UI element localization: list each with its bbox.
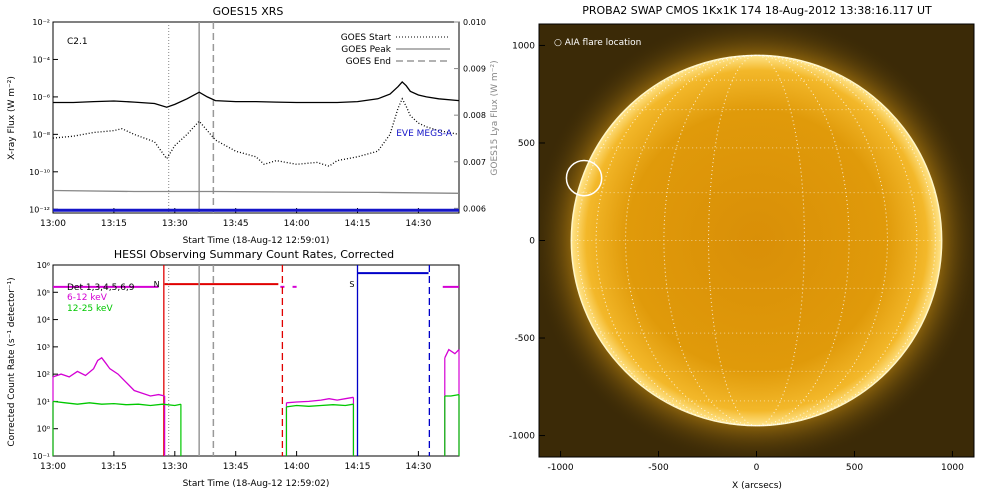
- hessi-y-tick-label: 10⁶: [37, 261, 50, 270]
- goes-x-tick-label: 13:00: [40, 219, 66, 229]
- hessi-y-tick-label: 10⁴: [37, 316, 50, 325]
- solar-longitude-line: [708, 54, 805, 427]
- aia-flare-location-circle: [565, 159, 603, 197]
- goes-y-tick-label: 10⁻²: [32, 18, 50, 27]
- legend-label-goes-peak: GOES Peak: [341, 45, 391, 55]
- goes-x-tick-label: 14:15: [345, 219, 371, 229]
- legend-label-goes-start: GOES Start: [341, 33, 392, 43]
- swap-y-tick-label: 0: [529, 237, 535, 247]
- hessi-legend: Det 1,3,4,5,6,9 6-12 keV 12-25 keV: [67, 283, 135, 314]
- legend-label-eve-megs-a: EVE MEGS-A: [396, 129, 453, 139]
- hessi-y-tick-label: 10⁵: [37, 288, 50, 297]
- solar-longitude-line: [625, 54, 888, 427]
- goes-y-axis-label: X-ray Flux (W m⁻²): [7, 76, 17, 160]
- swap-y-tick-label: 1000: [512, 41, 535, 51]
- hessi-x-tick-label: 14:00: [284, 462, 310, 472]
- swap-title: PROBA2 SWAP CMOS 1Kx1K 174 18-Aug-2012 1…: [582, 4, 932, 17]
- hessi-series-line-1: [286, 396, 354, 404]
- hessi-marker-label: S: [349, 280, 354, 289]
- legend-label-6-12-kev: 6-12 keV: [67, 293, 108, 303]
- goes-y-tick-label: 10⁻⁶: [32, 93, 50, 102]
- goes-y2-tick-label: 0.010: [463, 18, 486, 27]
- goes-xrs-chart: GOES15 XRS C2.1 X-ray Flux (W m⁻²) GOES1…: [7, 5, 500, 246]
- hessi-marker-label: N: [154, 280, 160, 289]
- swap-y-tick-label: 500: [518, 139, 535, 149]
- swap-y-tick-label: -500: [515, 334, 536, 344]
- swap-x-axis-label: X (arcsecs): [732, 481, 782, 491]
- hessi-series-line-0: [52, 356, 165, 397]
- legend-label-12-25-kev: 12-25 keV: [67, 304, 113, 314]
- goes-x-tick-label: 13:15: [101, 219, 127, 229]
- goes-title: GOES15 XRS: [213, 5, 284, 18]
- legend-label-detectors: Det 1,3,4,5,6,9: [67, 283, 135, 293]
- swap-x-tick-label: 500: [846, 463, 863, 473]
- hessi-series-line-3: [52, 400, 182, 407]
- goes-series-line-0: [53, 80, 460, 108]
- goes-plot-frame: [52, 21, 460, 214]
- goes-y-tick-label: 10⁻⁸: [32, 130, 50, 139]
- hessi-x-axis-label: Start Time (18-Aug-12 12:59:02): [183, 479, 330, 489]
- hessi-x-tick-label: 13:15: [101, 462, 127, 472]
- goes-y-tick-label: 10⁻¹⁰: [29, 168, 50, 177]
- swap-x-tick-label: 1000: [941, 463, 964, 473]
- goes-y2-tick-label: 0.009: [463, 65, 486, 74]
- hessi-title: HESSI Observing Summary Count Rates, Cor…: [114, 248, 394, 261]
- goes-series-line-2: [52, 189, 460, 194]
- legend-label-goes-end: GOES End: [346, 57, 391, 67]
- swap-y-tick-label: -1000: [509, 432, 535, 442]
- solar-longitude-line: [663, 54, 850, 427]
- solar-longitude-line: [577, 54, 936, 427]
- hessi-y-tick-label: 10⁰: [37, 425, 50, 434]
- swap-x-tick-label: 0: [754, 463, 760, 473]
- hessi-series-line-2: [444, 348, 460, 359]
- hessi-count-rate-chart: HESSI Observing Summary Count Rates, Cor…: [7, 248, 460, 489]
- hessi-y-tick-label: 10⁻¹: [32, 452, 50, 461]
- goes-flare-class: C2.1: [67, 37, 88, 47]
- goes-legend: GOES Start GOES Peak GOES End EVE MEGS-A: [341, 33, 453, 139]
- hessi-y-tick-label: 10¹: [37, 397, 50, 406]
- hessi-series-line-5: [444, 393, 460, 397]
- goes-y2-tick-label: 0.008: [463, 111, 486, 120]
- solar-disk: [570, 54, 943, 427]
- hessi-x-tick-label: 14:30: [405, 462, 431, 472]
- hessi-y-tick-label: 10³: [37, 343, 50, 352]
- goes-x-axis-label: Start Time (18-Aug-12 12:59:01): [183, 236, 330, 246]
- goes-x-tick-label: 14:30: [405, 219, 431, 229]
- goes-y-tick-label: 10⁻¹²: [29, 205, 50, 214]
- swap-solar-image: PROBA2 SWAP CMOS 1Kx1K 174 18-Aug-2012 1…: [509, 4, 975, 491]
- goes-y-tick-label: 10⁻⁴: [32, 55, 50, 64]
- hessi-x-tick-label: 14:15: [345, 462, 371, 472]
- goes-x-tick-label: 13:30: [162, 219, 188, 229]
- hessi-series-line-4: [286, 403, 354, 408]
- goes-x-tick-label: 14:00: [284, 219, 310, 229]
- hessi-y-axis-label: Corrected Count Rate (s⁻¹ detector⁻¹): [7, 277, 17, 446]
- goes-x-tick-label: 13:45: [223, 219, 249, 229]
- goes-y2-tick-label: 0.006: [463, 204, 486, 213]
- hessi-y-tick-label: 10²: [37, 370, 50, 379]
- swap-x-tick-label: -1000: [547, 463, 573, 473]
- hessi-x-tick-label: 13:00: [40, 462, 66, 472]
- goes-y2-axis-label: GOES15 Lya Flux (W m⁻²): [490, 60, 500, 175]
- swap-annotation: ○ AIA flare location: [554, 38, 641, 48]
- hessi-plot-frame: [52, 264, 460, 457]
- swap-x-tick-label: -500: [648, 463, 669, 473]
- goes-y2-tick-label: 0.007: [463, 158, 486, 167]
- hessi-x-tick-label: 13:45: [223, 462, 249, 472]
- hessi-x-tick-label: 13:30: [162, 462, 188, 472]
